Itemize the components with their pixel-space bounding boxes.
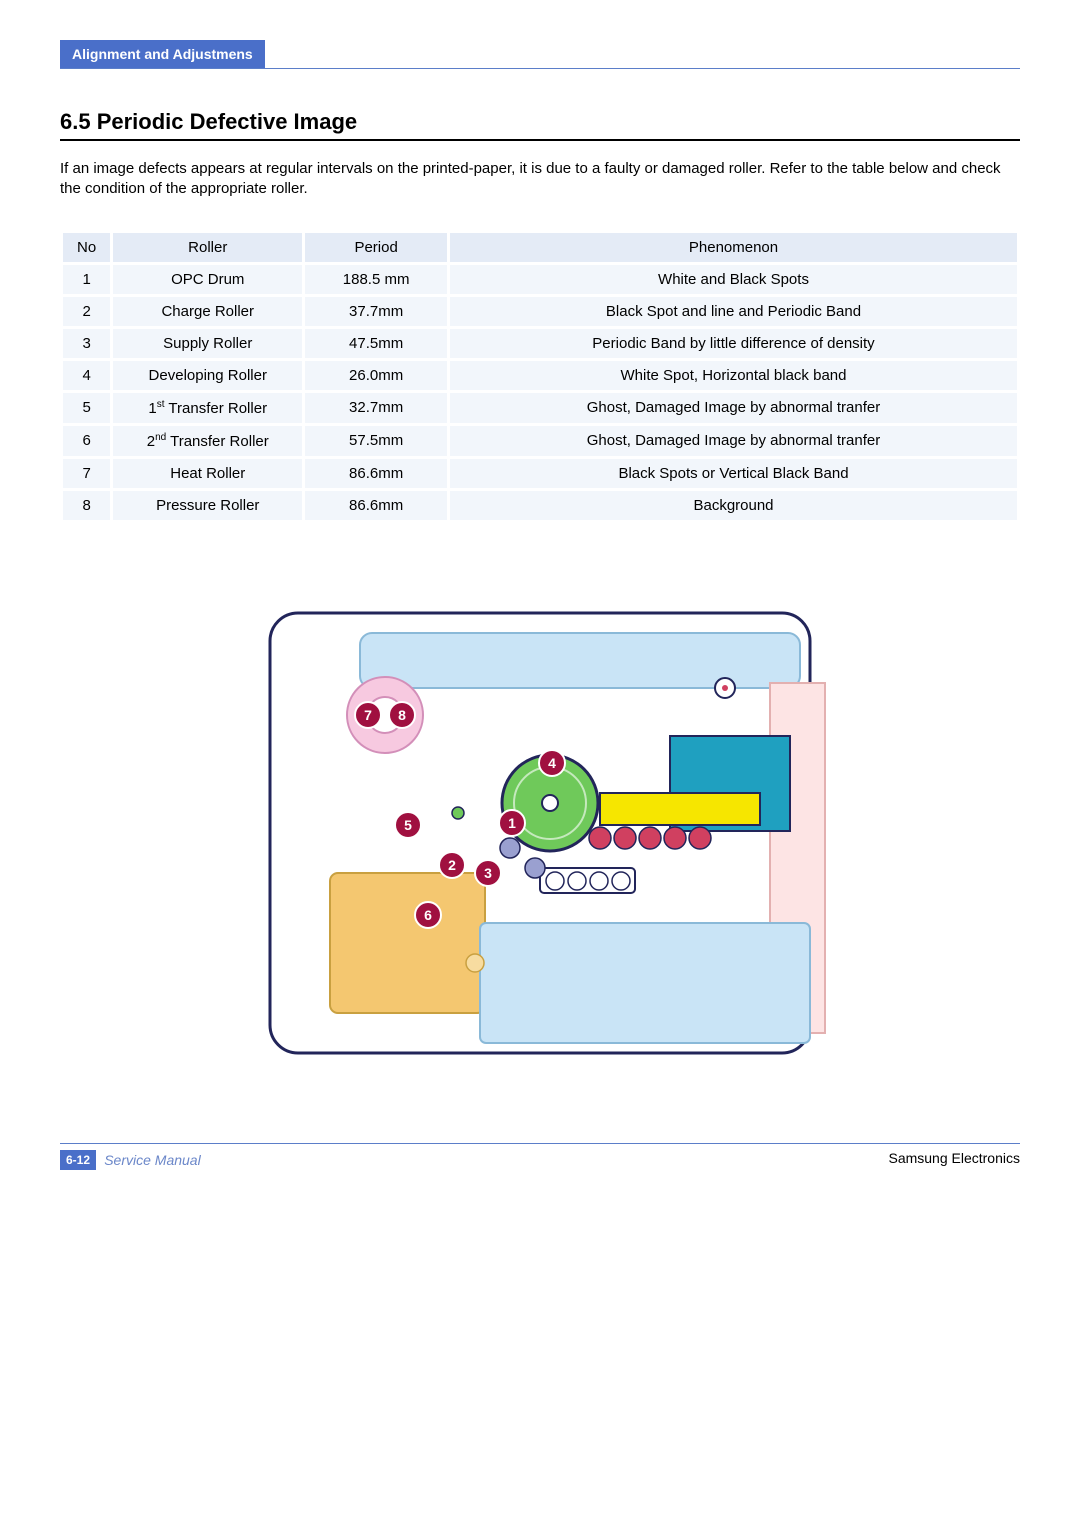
footer-rule (60, 1143, 1020, 1144)
cell-no: 6 (63, 426, 110, 456)
header-tab: Alignment and Adjustmens (60, 40, 265, 68)
callout-4: 4 (539, 750, 565, 776)
section-intro: If an image defects appears at regular i… (60, 159, 1020, 200)
cell-period: 37.7mm (305, 297, 447, 326)
page-footer: 6-12 Service Manual Samsung Electronics (60, 1143, 1020, 1170)
cell-period: 26.0mm (305, 361, 447, 390)
cell-period: 57.5mm (305, 426, 447, 456)
cell-roller: Pressure Roller (113, 491, 302, 520)
component-diagram: 1 2 3 4 5 6 7 8 (230, 573, 850, 1083)
cell-roller: Charge Roller (113, 297, 302, 326)
table-row: 7Heat Roller86.6mmBlack Spots or Vertica… (63, 459, 1017, 488)
table-row: 3Supply Roller47.5mmPeriodic Band by lit… (63, 329, 1017, 358)
cell-roller: 1st Transfer Roller (113, 393, 302, 423)
svg-text:2: 2 (448, 857, 456, 873)
callout-6: 6 (415, 902, 441, 928)
cell-no: 8 (63, 491, 110, 520)
cell-roller: OPC Drum (113, 265, 302, 294)
callout-7: 7 (355, 702, 381, 728)
cell-no: 5 (63, 393, 110, 423)
component-diagram-wrap: 1 2 3 4 5 6 7 8 (60, 573, 1020, 1083)
section-title: 6.5 Periodic Defective Image (60, 109, 1020, 135)
th-no: No (63, 233, 110, 262)
table-row: 4Developing Roller26.0mmWhite Spot, Hori… (63, 361, 1017, 390)
cell-phenomenon: Ghost, Damaged Image by abnormal tranfer (450, 393, 1017, 423)
cell-phenomenon: Ghost, Damaged Image by abnormal tranfer (450, 426, 1017, 456)
svg-text:6: 6 (424, 907, 432, 923)
roller-table: No Roller Period Phenomenon 1OPC Drum188… (60, 230, 1020, 523)
svg-text:3: 3 (484, 865, 492, 881)
cell-phenomenon: Black Spot and line and Periodic Band (450, 297, 1017, 326)
cell-period: 86.6mm (305, 491, 447, 520)
svg-text:5: 5 (404, 817, 412, 833)
cell-period: 86.6mm (305, 459, 447, 488)
svg-text:1: 1 (508, 815, 516, 831)
th-phenomenon: Phenomenon (450, 233, 1017, 262)
cell-no: 1 (63, 265, 110, 294)
cell-roller: Developing Roller (113, 361, 302, 390)
table-header-row: No Roller Period Phenomenon (63, 233, 1017, 262)
cell-period: 47.5mm (305, 329, 447, 358)
callout-1: 1 (499, 810, 525, 836)
cell-roller: Heat Roller (113, 459, 302, 488)
th-period: Period (305, 233, 447, 262)
page-number-badge: 6-12 (60, 1150, 96, 1170)
table-row: 8Pressure Roller86.6mmBackground (63, 491, 1017, 520)
cell-roller: 2nd Transfer Roller (113, 426, 302, 456)
callout-8: 8 (389, 702, 415, 728)
section-rule (60, 139, 1020, 141)
svg-text:4: 4 (548, 755, 556, 771)
callout-5: 5 (395, 812, 421, 838)
table-row: 2Charge Roller37.7mmBlack Spot and line … (63, 297, 1017, 326)
cell-phenomenon: Black Spots or Vertical Black Band (450, 459, 1017, 488)
table-row: 1OPC Drum188.5 mmWhite and Black Spots (63, 265, 1017, 294)
table-row: 62nd Transfer Roller57.5mmGhost, Damaged… (63, 426, 1017, 456)
callout-2: 2 (439, 852, 465, 878)
table-row: 51st Transfer Roller32.7mmGhost, Damaged… (63, 393, 1017, 423)
th-roller: Roller (113, 233, 302, 262)
callout-3: 3 (475, 860, 501, 886)
cell-no: 2 (63, 297, 110, 326)
cell-no: 3 (63, 329, 110, 358)
cell-no: 4 (63, 361, 110, 390)
cell-phenomenon: Background (450, 491, 1017, 520)
cell-roller: Supply Roller (113, 329, 302, 358)
header-rule (60, 68, 1020, 69)
svg-text:7: 7 (364, 707, 372, 723)
cell-phenomenon: Periodic Band by little difference of de… (450, 329, 1017, 358)
cell-period: 32.7mm (305, 393, 447, 423)
cell-period: 188.5 mm (305, 265, 447, 294)
svg-text:8: 8 (398, 707, 406, 723)
cell-phenomenon: White Spot, Horizontal black band (450, 361, 1017, 390)
cell-no: 7 (63, 459, 110, 488)
cell-phenomenon: White and Black Spots (450, 265, 1017, 294)
brand-label: Samsung Electronics (888, 1150, 1020, 1166)
manual-label: Service Manual (104, 1152, 201, 1168)
